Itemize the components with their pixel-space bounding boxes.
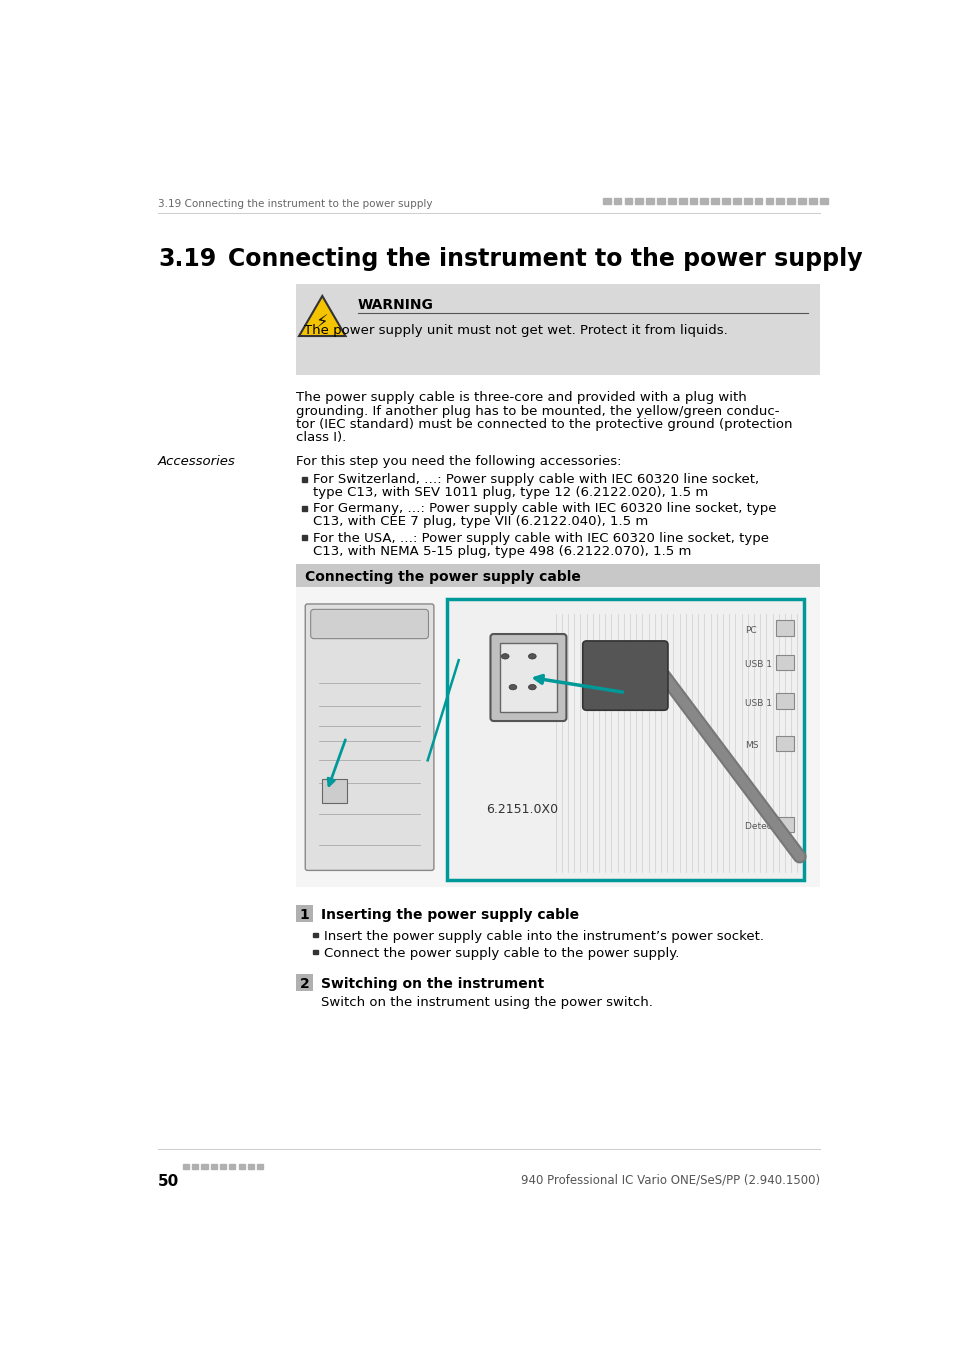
Bar [602,198,610,204]
Text: For this step you need the following accessories:: For this step you need the following acc… [295,455,620,467]
Text: Accessories: Accessories [158,455,235,467]
Bar [819,198,827,204]
Text: For Germany, …: Power supply cable with IEC 60320 line socket, type: For Germany, …: Power supply cable with … [313,502,776,516]
Bar [700,198,707,204]
Ellipse shape [509,684,517,690]
Bar [635,198,642,204]
Bar [667,198,675,204]
Bar [732,198,740,204]
Text: 3.19: 3.19 [158,247,216,271]
Text: 940 Professional IC Vario ONE/SeS/PP (2.940.1500): 940 Professional IC Vario ONE/SeS/PP (2.… [520,1173,819,1187]
Text: 2: 2 [299,977,309,991]
Text: Switch on the instrument using the power switch.: Switch on the instrument using the power… [320,996,652,1008]
Bar [657,198,664,204]
FancyBboxPatch shape [775,655,794,670]
Bar [238,1164,245,1169]
Text: grounding. If another plug has to be mounted, the yellow/green conduc-: grounding. If another plug has to be mou… [295,405,779,417]
FancyBboxPatch shape [322,779,347,803]
Bar [257,1164,263,1169]
Text: ⚡: ⚡ [315,315,328,332]
FancyBboxPatch shape [311,609,428,639]
FancyBboxPatch shape [582,641,667,710]
Text: The power supply cable is three-core and provided with a plug with: The power supply cable is three-core and… [295,392,746,405]
Bar [679,198,686,204]
Bar [313,933,317,937]
FancyBboxPatch shape [775,620,794,636]
Bar [765,198,773,204]
Bar [192,1164,198,1169]
Bar [808,198,816,204]
FancyBboxPatch shape [305,603,434,871]
Text: C13, with NEMA 5-15 plug, type 498 (6.2122.070), 1.5 m: C13, with NEMA 5-15 plug, type 498 (6.21… [313,544,691,558]
FancyBboxPatch shape [775,736,794,751]
Bar [201,1164,208,1169]
Bar [302,506,307,510]
Text: WARNING: WARNING [357,297,434,312]
FancyBboxPatch shape [295,587,819,887]
Bar [743,198,751,204]
Text: 1: 1 [299,909,309,922]
Bar [721,198,729,204]
Text: Detector 1: Detector 1 [744,822,793,830]
Text: Switching on the instrument: Switching on the instrument [320,977,543,991]
FancyBboxPatch shape [499,643,557,711]
Polygon shape [298,296,345,336]
Bar [229,1164,235,1169]
Bar [613,198,620,204]
Ellipse shape [528,653,536,659]
Ellipse shape [528,684,536,690]
Text: USB 1: USB 1 [744,699,772,707]
Bar [183,1164,189,1169]
Bar [645,198,654,204]
Text: Connecting the instrument to the power supply: Connecting the instrument to the power s… [228,247,862,271]
Text: 50: 50 [158,1173,179,1189]
Bar [313,949,317,954]
Bar [754,198,761,204]
Bar [302,536,307,540]
Bar [211,1164,216,1169]
FancyBboxPatch shape [295,904,313,922]
Bar [624,198,632,204]
Text: The power supply unit must not get wet. Protect it from liquids.: The power supply unit must not get wet. … [303,324,727,336]
Text: 3.19 Connecting the instrument to the power supply: 3.19 Connecting the instrument to the po… [158,198,432,209]
Text: For Switzerland, …: Power supply cable with IEC 60320 line socket,: For Switzerland, …: Power supply cable w… [313,472,759,486]
Text: For the USA, …: Power supply cable with IEC 60320 line socket, type: For the USA, …: Power supply cable with … [313,532,768,544]
FancyBboxPatch shape [775,817,794,832]
FancyBboxPatch shape [295,564,819,587]
Bar [302,477,307,482]
Text: type C13, with SEV 1011 plug, type 12 (6.2122.020), 1.5 m: type C13, with SEV 1011 plug, type 12 (6… [313,486,707,500]
Bar [798,198,805,204]
Text: 6.2151.0X0: 6.2151.0X0 [485,803,558,815]
FancyBboxPatch shape [295,975,313,991]
Bar [786,198,794,204]
Text: PC: PC [744,625,757,634]
Text: C13, with CEE 7 plug, type VII (6.2122.040), 1.5 m: C13, with CEE 7 plug, type VII (6.2122.0… [313,516,648,528]
Bar [776,198,783,204]
Bar [689,198,697,204]
Ellipse shape [500,653,509,659]
FancyBboxPatch shape [775,694,794,709]
Text: class I).: class I). [295,431,346,444]
Text: USB 1: USB 1 [744,660,772,670]
Text: Connect the power supply cable to the power supply.: Connect the power supply cable to the po… [323,946,679,960]
Text: Insert the power supply cable into the instrument’s power socket.: Insert the power supply cable into the i… [323,930,763,942]
FancyBboxPatch shape [295,284,819,374]
FancyBboxPatch shape [447,598,802,880]
Bar [220,1164,226,1169]
Text: MS: MS [744,741,759,751]
FancyBboxPatch shape [490,634,566,721]
Text: tor (IEC standard) must be connected to the protective ground (protection: tor (IEC standard) must be connected to … [295,417,792,431]
Bar [248,1164,253,1169]
Bar [711,198,719,204]
Text: Inserting the power supply cable: Inserting the power supply cable [320,909,578,922]
Text: Connecting the power supply cable: Connecting the power supply cable [305,570,580,585]
